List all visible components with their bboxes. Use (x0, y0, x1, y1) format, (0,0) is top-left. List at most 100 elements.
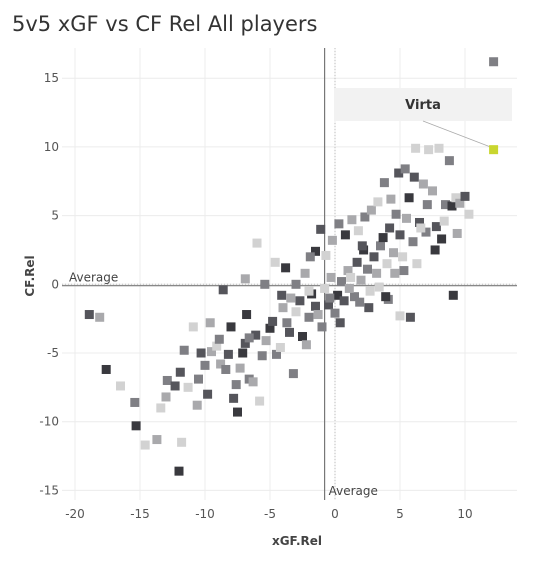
data-point[interactable] (304, 286, 314, 296)
data-point[interactable] (252, 238, 262, 248)
data-point[interactable] (313, 310, 323, 320)
data-point[interactable] (177, 437, 187, 447)
data-point[interactable] (460, 191, 470, 201)
data-point[interactable] (101, 364, 111, 374)
data-point[interactable] (353, 226, 363, 236)
data-point[interactable] (257, 351, 267, 361)
data-point[interactable] (170, 381, 180, 391)
data-point[interactable] (404, 193, 414, 203)
data-point[interactable] (430, 245, 440, 255)
data-point[interactable] (422, 200, 432, 210)
data-point[interactable] (196, 348, 206, 358)
data-point[interactable] (391, 209, 401, 219)
data-point[interactable] (281, 263, 291, 273)
data-point[interactable] (399, 266, 409, 276)
data-point[interactable] (439, 216, 449, 226)
data-point[interactable] (337, 277, 346, 287)
data-point[interactable] (272, 349, 281, 359)
data-point[interactable] (464, 209, 474, 219)
data-point[interactable] (265, 323, 275, 333)
data-point[interactable] (451, 193, 461, 203)
data-point[interactable] (416, 223, 426, 233)
data-point[interactable] (179, 345, 189, 355)
data-point[interactable] (386, 194, 396, 204)
data-point[interactable] (352, 257, 362, 267)
data-point[interactable] (291, 307, 301, 317)
data-point[interactable] (183, 382, 193, 392)
data-point[interactable] (421, 227, 431, 237)
data-point[interactable] (305, 252, 315, 262)
data-point[interactable] (405, 312, 415, 322)
data-point[interactable] (268, 316, 278, 326)
data-point[interactable] (298, 332, 307, 342)
data-point[interactable] (288, 369, 298, 379)
data-point[interactable] (301, 340, 311, 350)
data-point[interactable] (192, 400, 202, 410)
data-point[interactable] (447, 201, 457, 211)
data-point[interactable] (223, 349, 233, 359)
data-point[interactable] (152, 435, 162, 445)
data-point[interactable] (194, 374, 203, 384)
data-point[interactable] (214, 334, 224, 344)
data-point[interactable] (378, 233, 388, 243)
data-point[interactable] (207, 347, 216, 357)
data-point[interactable] (221, 364, 231, 374)
data-point[interactable] (379, 178, 389, 188)
data-point[interactable] (282, 318, 292, 328)
data-point[interactable] (357, 241, 367, 251)
data-point[interactable] (174, 466, 184, 476)
data-point[interactable] (218, 285, 228, 295)
data-point[interactable] (448, 290, 458, 300)
data-point[interactable] (320, 283, 330, 293)
data-point[interactable] (437, 234, 447, 244)
data-point[interactable] (300, 268, 310, 278)
data-point[interactable] (251, 330, 261, 340)
data-point[interactable] (394, 168, 404, 178)
data-point[interactable] (291, 279, 301, 289)
data-point[interactable] (326, 272, 336, 282)
data-point[interactable] (235, 363, 245, 373)
data-point[interactable] (200, 360, 210, 370)
data-point[interactable] (248, 377, 258, 387)
data-point[interactable] (343, 266, 353, 276)
data-point[interactable] (311, 246, 320, 256)
data-point[interactable] (333, 290, 343, 300)
data-point[interactable] (244, 333, 254, 343)
data-point[interactable] (444, 156, 454, 166)
data-point[interactable] (418, 179, 428, 189)
data-point[interactable] (346, 272, 356, 282)
data-point[interactable] (161, 392, 171, 402)
data-point[interactable] (140, 440, 150, 450)
data-point[interactable] (344, 283, 354, 293)
data-point[interactable] (240, 338, 250, 348)
data-point[interactable] (350, 292, 359, 302)
data-point[interactable] (374, 282, 384, 292)
data-point[interactable] (304, 312, 314, 322)
data-point[interactable] (415, 217, 424, 227)
data-point[interactable] (395, 311, 405, 321)
data-point[interactable] (311, 301, 320, 311)
data-point[interactable] (441, 200, 450, 210)
data-point[interactable] (316, 224, 326, 234)
data-point[interactable] (395, 230, 405, 240)
data-point[interactable] (489, 57, 499, 67)
data-point[interactable] (330, 308, 340, 318)
data-point[interactable] (455, 198, 465, 208)
data-point[interactable] (270, 257, 280, 267)
data-point[interactable] (340, 230, 350, 240)
data-point[interactable] (355, 297, 365, 307)
data-point[interactable] (360, 212, 370, 222)
data-point[interactable] (240, 274, 250, 284)
data-point[interactable] (317, 322, 327, 332)
data-point[interactable] (382, 259, 392, 269)
data-point[interactable] (327, 235, 337, 245)
data-point[interactable] (366, 205, 376, 215)
data-point[interactable] (242, 310, 252, 320)
data-point[interactable] (452, 228, 462, 238)
data-point[interactable] (372, 268, 382, 278)
data-point[interactable] (373, 197, 383, 207)
data-point[interactable] (162, 375, 172, 385)
data-point[interactable] (431, 222, 441, 232)
data-point[interactable] (216, 359, 226, 369)
data-point[interactable] (261, 336, 271, 346)
